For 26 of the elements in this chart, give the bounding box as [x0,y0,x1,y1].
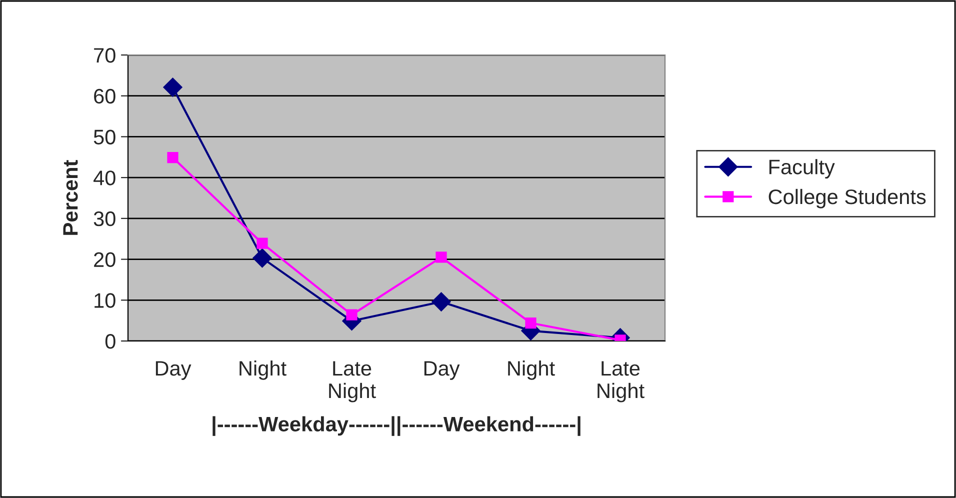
y-axis-title: Percent [63,160,78,235]
point [436,252,447,263]
legend-label: Faculty [769,159,835,178]
x-tick-label: Night [508,360,555,380]
y-tick-label: 10 [94,293,116,308]
point [252,248,272,268]
point [525,317,536,329]
x-tick-label: Night [240,360,286,380]
x-tick-label: Day [156,361,192,380]
point [167,152,178,164]
x-tick-label: Late Night [598,361,644,402]
y-tick-label: 50 [94,130,116,144]
y-tick-label: 60 [94,88,116,104]
x-tick-label: Day [424,361,460,380]
y-tick-label: 0 [105,334,116,349]
point [163,78,182,97]
point [432,292,451,312]
y-tick-label: 30 [94,211,116,226]
point [256,238,268,249]
y-tick-label: 40 [94,170,116,186]
legend-label: College Students [768,188,926,208]
x-axis-title: |------Weekday------||------Weekend------| [212,416,580,436]
x-tick-label: Late Night [329,361,376,402]
point [346,309,358,320]
y-tick-label: 20 [94,252,116,268]
y-tick-label: 70 [94,48,116,63]
